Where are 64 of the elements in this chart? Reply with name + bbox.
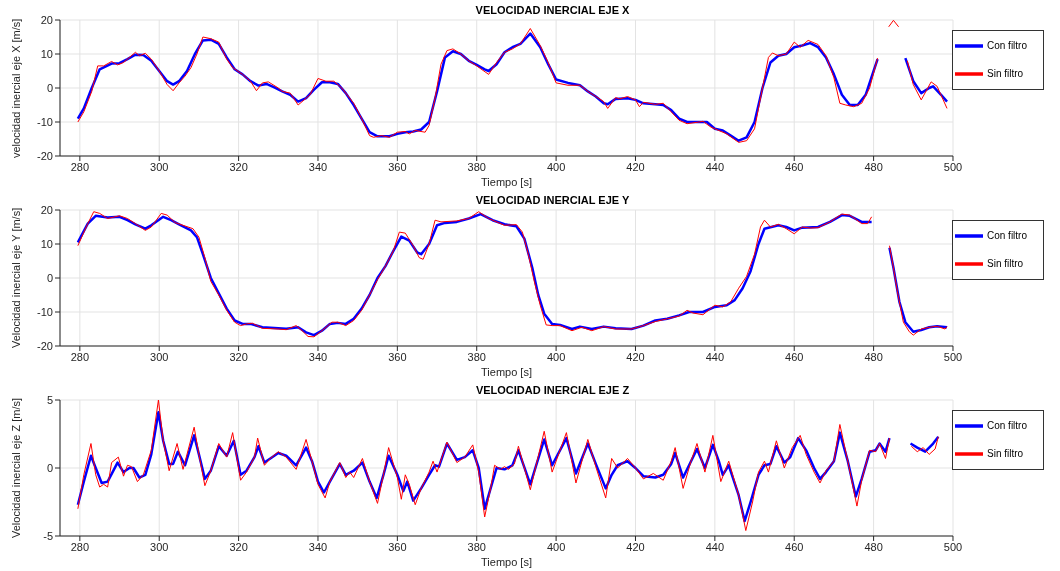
x-tick-label: 440 (705, 350, 725, 363)
x-axis-title: Tiempo [s] (481, 556, 532, 568)
x-tick-label: 400 (546, 540, 566, 553)
x-tick-label: 340 (308, 540, 328, 553)
x-tick-label: 380 (467, 350, 486, 363)
legend-label: Con filtro (986, 229, 1027, 241)
x-tick-label: 300 (150, 350, 169, 363)
y-axis-title: velocidad inercial eje X [m/s] (9, 18, 22, 158)
x-tick-label: 480 (864, 160, 883, 173)
x-tick-label: 500 (943, 540, 963, 553)
y-axis-title: Velocidad inercial eje Z [m/s] (9, 397, 22, 538)
y-tick-label: 10 (40, 47, 53, 60)
legend-label: Sin filtro (986, 257, 1024, 269)
legend-label: Sin filtro (986, 67, 1024, 79)
x-tick-label: 500 (943, 350, 963, 363)
x-tick-label: 420 (626, 540, 645, 553)
y-tick-label: 10 (40, 237, 53, 250)
y-tick-label: 0 (46, 81, 53, 94)
x-tick-label: 280 (70, 350, 90, 363)
x-tick-label: 500 (943, 160, 963, 173)
y-tick-label: -10 (37, 305, 53, 318)
x-tick-label: 360 (388, 160, 407, 173)
x-tick-label: 360 (388, 350, 407, 363)
x-tick-label: 460 (785, 350, 804, 363)
legend-label: Con filtro (986, 419, 1027, 431)
y-tick-label: -20 (37, 339, 53, 352)
chart-title: VELOCIDAD INERCIAL EJE X (474, 4, 631, 16)
x-tick-label: 440 (705, 160, 725, 173)
y-tick-label: 20 (40, 203, 53, 216)
x-tick-label: 380 (467, 540, 486, 553)
x-tick-label: 300 (150, 540, 169, 553)
y-tick-label: 0 (46, 461, 53, 474)
x-axis-title: Tiempo [s] (481, 366, 532, 378)
chart-title: VELOCIDAD INERCIAL EJE Y (474, 194, 631, 206)
x-tick-label: 380 (467, 160, 486, 173)
x-tick-label: 460 (785, 160, 804, 173)
x-tick-label: 340 (308, 350, 328, 363)
y-tick-label: -5 (43, 529, 53, 542)
legend-label: Con filtro (986, 39, 1027, 51)
chart-title: VELOCIDAD INERCIAL EJE Z (474, 384, 631, 396)
x-tick-label: 460 (785, 540, 804, 553)
y-axis-title: Velocidad inercial eje Y [m/s] (9, 207, 22, 348)
y-tick-label: 0 (46, 271, 53, 284)
legend-label: Sin filtro (986, 447, 1024, 459)
x-tick-label: 420 (626, 160, 645, 173)
x-tick-label: 340 (308, 160, 328, 173)
x-tick-label: 360 (388, 540, 407, 553)
x-tick-label: 400 (546, 350, 566, 363)
x-tick-label: 320 (229, 160, 248, 173)
x-axis-title: Tiempo [s] (481, 176, 532, 188)
y-tick-label: -20 (37, 149, 53, 162)
x-tick-label: 320 (229, 540, 248, 553)
x-tick-label: 280 (70, 540, 90, 553)
x-tick-label: 480 (864, 540, 883, 553)
x-tick-label: 440 (705, 540, 725, 553)
x-tick-label: 320 (229, 350, 248, 363)
x-tick-label: 280 (70, 160, 90, 173)
x-tick-label: 400 (546, 160, 566, 173)
y-tick-label: -10 (37, 115, 53, 128)
x-tick-label: 480 (864, 350, 883, 363)
x-tick-label: 300 (150, 160, 169, 173)
y-tick-label: 20 (40, 13, 53, 26)
y-tick-label: 5 (46, 393, 53, 406)
x-tick-label: 420 (626, 350, 645, 363)
